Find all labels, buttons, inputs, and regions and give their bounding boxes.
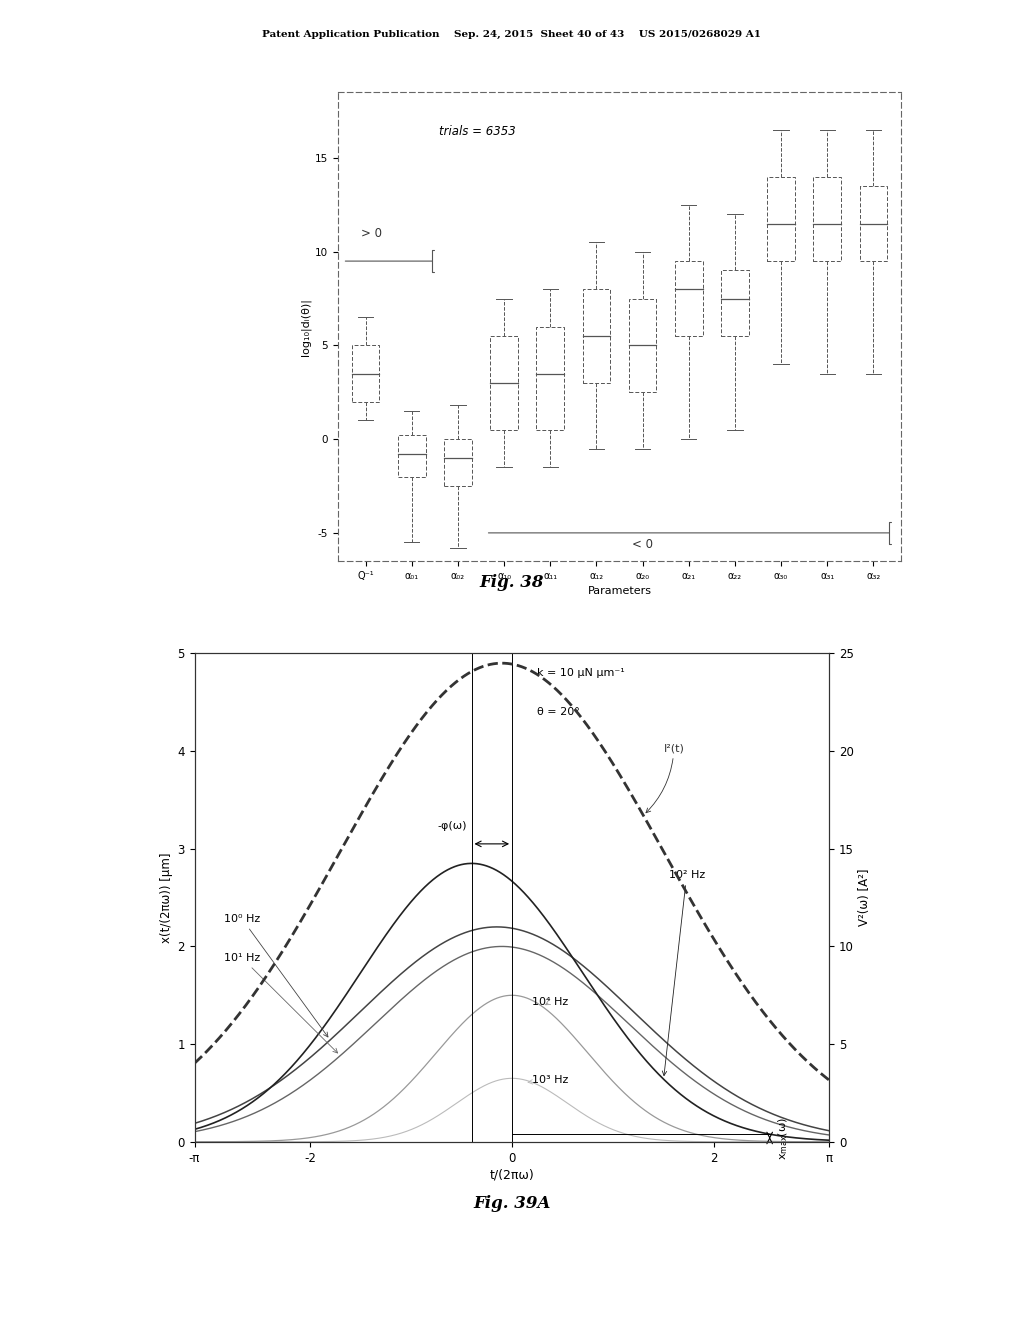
- Text: 10⁰ Hz: 10⁰ Hz: [224, 913, 328, 1038]
- Text: I²(t): I²(t): [646, 743, 684, 813]
- Text: -φ(ω): -φ(ω): [437, 821, 467, 832]
- Text: 10² Hz: 10² Hz: [663, 870, 705, 1076]
- X-axis label: Parameters: Parameters: [588, 586, 651, 597]
- Bar: [490, 337, 518, 430]
- Text: Fig. 39A: Fig. 39A: [473, 1195, 551, 1212]
- Y-axis label: x(t/(2πω)) [μm]: x(t/(2πω)) [μm]: [160, 853, 173, 942]
- Bar: [859, 186, 887, 261]
- Text: 10¹ Hz: 10¹ Hz: [224, 953, 338, 1053]
- Bar: [767, 177, 795, 261]
- Text: < 0: < 0: [632, 537, 653, 550]
- Bar: [537, 327, 564, 430]
- Text: x$_{\mathrm{max}}$(ω): x$_{\mathrm{max}}$(ω): [777, 1117, 791, 1159]
- Text: Fig. 38: Fig. 38: [480, 574, 544, 591]
- Bar: [813, 177, 841, 261]
- Text: 10³ Hz: 10³ Hz: [528, 1076, 568, 1085]
- X-axis label: t/(2πω): t/(2πω): [489, 1168, 535, 1181]
- Bar: [721, 271, 749, 337]
- Bar: [444, 440, 472, 486]
- Text: Patent Application Publication    Sep. 24, 2015  Sheet 40 of 43    US 2015/02680: Patent Application Publication Sep. 24, …: [262, 30, 762, 40]
- Text: trials = 6353: trials = 6353: [439, 125, 516, 139]
- Text: > 0: > 0: [361, 227, 382, 240]
- Y-axis label: V²(ω) [A²]: V²(ω) [A²]: [858, 869, 871, 927]
- Bar: [675, 261, 702, 337]
- Bar: [583, 289, 610, 383]
- Y-axis label: log₁₀|dᵢ(θ)|: log₁₀|dᵢ(θ)|: [300, 298, 310, 355]
- Bar: [398, 436, 426, 477]
- Text: θ = 20°: θ = 20°: [538, 708, 581, 717]
- Text: k = 10 μN μm⁻¹: k = 10 μN μm⁻¹: [538, 668, 625, 678]
- Bar: [352, 346, 380, 401]
- Text: 10⁴ Hz: 10⁴ Hz: [532, 997, 568, 1007]
- Bar: [629, 298, 656, 392]
